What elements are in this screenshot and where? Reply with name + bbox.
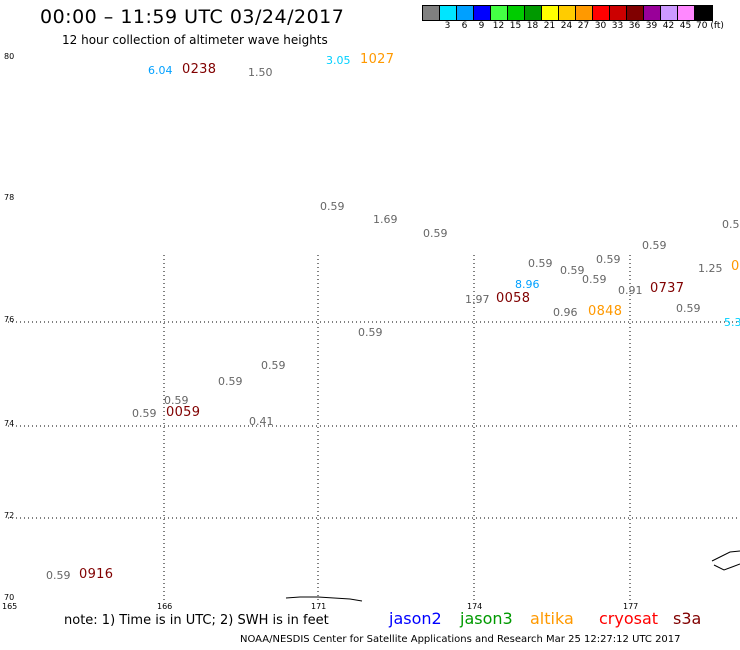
legend-tick-label: 36 xyxy=(628,21,641,31)
legend-tick-label: 39 xyxy=(645,21,658,31)
legend-tick-label: 21 xyxy=(543,21,556,31)
legend-tick-label: 30 xyxy=(594,21,607,31)
mission-label-jason2: jason2 xyxy=(389,609,442,628)
legend-swatch xyxy=(559,6,576,20)
wave-value: 8.96 xyxy=(515,278,540,291)
legend-swatch xyxy=(542,6,559,20)
lat-label: 76 xyxy=(4,315,15,324)
wave-value: 0.59 xyxy=(642,239,667,252)
wave-value: 0.59 xyxy=(358,326,383,339)
legend-tick-label: 6 xyxy=(461,21,468,31)
legend-swatch xyxy=(627,6,644,20)
wave-value: 5.3 xyxy=(724,316,740,329)
wave-value: 0.59 xyxy=(261,359,286,372)
legend-tick-label: 70 (ft) xyxy=(696,21,724,31)
time-label: 0058 xyxy=(496,291,531,306)
lon-label: 166 xyxy=(157,602,173,611)
wave-value: 0.41 xyxy=(249,415,274,428)
map-subtitle: 12 hour collection of altimeter wave hei… xyxy=(62,33,328,47)
time-label: 0238 xyxy=(182,62,217,77)
wave-value: 1.25 xyxy=(698,262,723,275)
wave-value: 0.59 xyxy=(132,407,157,420)
legend-swatch xyxy=(695,6,712,20)
lat-label: 74 xyxy=(4,419,15,428)
mission-label-s3a: s3a xyxy=(673,609,702,628)
wave-value: 0.59 xyxy=(320,200,345,213)
wave-value: 0.59 xyxy=(164,394,189,407)
legend-swatch xyxy=(508,6,525,20)
legend-swatch xyxy=(593,6,610,20)
credit-line: NOAA/NESDIS Center for Satellite Applica… xyxy=(240,634,681,645)
legend-tick-label: 12 xyxy=(492,21,505,31)
wave-value: 6.04 xyxy=(148,64,173,77)
lon-label: 177 xyxy=(623,602,639,611)
wave-value: 0.59 xyxy=(582,273,607,286)
legend-tick-label: 42 xyxy=(662,21,675,31)
time-label: 1027 xyxy=(360,52,395,67)
legend-swatch xyxy=(474,6,491,20)
coastline-east xyxy=(711,550,740,571)
wave-value: 0.59 xyxy=(596,253,621,266)
wave-value: 1.69 xyxy=(373,213,398,226)
wave-value: 0 xyxy=(731,259,740,274)
legend-tick-label xyxy=(422,21,439,31)
legend-swatch xyxy=(661,6,678,20)
legend-swatch xyxy=(457,6,474,20)
legend-labels: 3 6 9 12 15 18 21 24 27 30 33 36 39 42 45 70 (ft) xyxy=(422,21,730,31)
wave-value: 3.05 xyxy=(326,54,351,67)
wave-value: 0.59 xyxy=(560,264,585,277)
legend-tick-label: 27 xyxy=(577,21,590,31)
mission-label-jason3: jason3 xyxy=(460,609,513,628)
time-label: 0059 xyxy=(166,405,201,420)
legend-swatch xyxy=(644,6,661,20)
wave-height-color-legend xyxy=(422,5,713,21)
legend-tick-label: 18 xyxy=(526,21,539,31)
footer-note: note: 1) Time is in UTC; 2) SWH is in fe… xyxy=(64,613,329,628)
wave-value: 0.5 xyxy=(722,218,740,231)
wave-value: 0.59 xyxy=(676,302,701,315)
lon-label: 174 xyxy=(467,602,483,611)
legend-swatch xyxy=(525,6,542,20)
wave-value: 0.96 xyxy=(553,306,578,319)
legend-tick-label: 9 xyxy=(478,21,485,31)
wave-value: 0.59 xyxy=(46,569,71,582)
wave-value: 0.59 xyxy=(423,227,448,240)
legend-swatch xyxy=(423,6,440,20)
lon-label: 171 xyxy=(311,602,327,611)
time-label: 0737 xyxy=(650,281,685,296)
wave-value: 1.97 xyxy=(465,293,490,306)
map-title: 00:00 – 11:59 UTC 03/24/2017 xyxy=(40,6,345,28)
legend-swatch xyxy=(576,6,593,20)
legend-swatch xyxy=(440,6,457,20)
mission-label-altika: altika xyxy=(530,609,574,628)
lat-label: 72 xyxy=(4,511,15,520)
legend-swatch xyxy=(678,6,695,20)
coastline-south xyxy=(285,596,363,602)
legend-swatch xyxy=(610,6,627,20)
legend-swatch xyxy=(491,6,508,20)
lat-label: 70 xyxy=(4,593,15,602)
legend-tick-label: 15 xyxy=(509,21,522,31)
legend-tick-label: 45 xyxy=(679,21,692,31)
wave-value: 1.50 xyxy=(248,66,273,79)
lon-label: 165 xyxy=(2,602,18,611)
legend-tick-label: 33 xyxy=(611,21,624,31)
time-label: 0916 xyxy=(79,567,114,582)
lat-label: 78 xyxy=(4,193,15,202)
wave-value: 0.59 xyxy=(528,257,553,270)
wave-value: 0.59 xyxy=(218,375,243,388)
wave-value: 0.91 xyxy=(618,284,643,297)
legend-tick-label: 24 xyxy=(560,21,573,31)
mission-label-cryosat: cryosat xyxy=(599,609,659,628)
lat-label: 80 xyxy=(4,52,15,61)
time-label: 0848 xyxy=(588,304,623,319)
graticule xyxy=(8,255,740,600)
legend-tick-label: 3 xyxy=(444,21,451,31)
